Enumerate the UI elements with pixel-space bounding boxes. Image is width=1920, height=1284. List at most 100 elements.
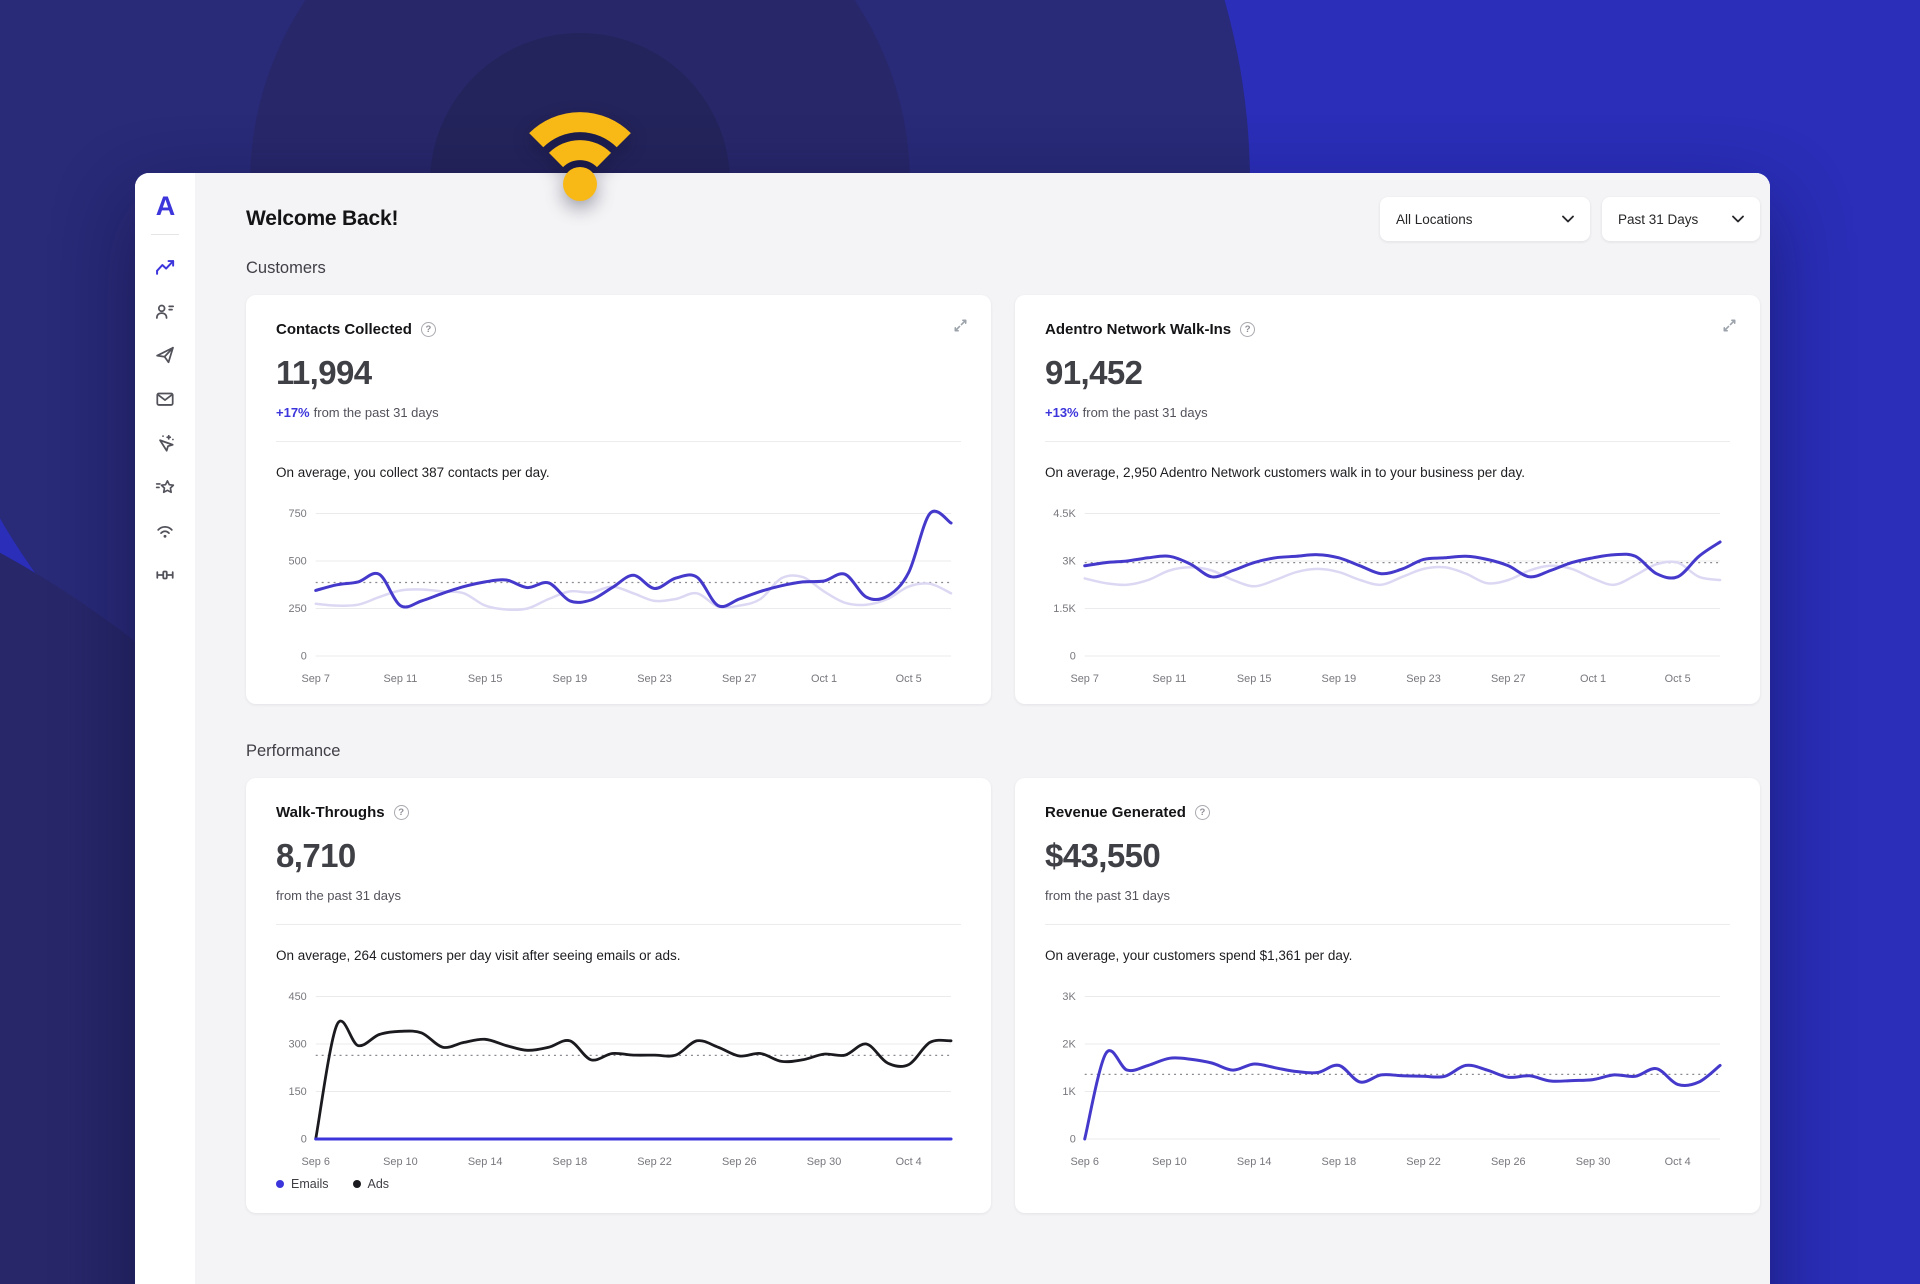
stat-value: 91,452 [1045, 354, 1143, 391]
svg-text:Sep 23: Sep 23 [1406, 673, 1441, 685]
card-caption: On average, 264 customers per day visit … [276, 948, 681, 963]
card-caption: On average, 2,950 Adentro Network custom… [1045, 465, 1525, 480]
expand-button[interactable] [1721, 317, 1738, 339]
stat-value: 8,710 [276, 837, 356, 874]
chevron-down-icon [1562, 215, 1574, 223]
expand-button[interactable] [952, 317, 969, 339]
help-icon[interactable]: ? [1240, 322, 1256, 337]
page-header: Welcome Back! All Locations Past 31 Days [246, 197, 1760, 241]
svg-text:3K: 3K [1062, 991, 1076, 1003]
help-icon[interactable]: ? [1194, 805, 1210, 820]
legend-item-ads: Ads [352, 1177, 390, 1191]
network-walkins-card: Adentro Network Walk-Ins ? 91,452 +13% fr… [1015, 295, 1760, 704]
svg-text:Sep 30: Sep 30 [1576, 1156, 1611, 1168]
sidebar-item-email[interactable] [143, 377, 187, 421]
stat-value: $43,550 [1045, 837, 1161, 874]
card-title: Contacts Collected [276, 321, 412, 338]
svg-text:Sep 27: Sep 27 [1491, 673, 1526, 685]
legend-item-emails: Emails [276, 1177, 329, 1191]
line-chart-icon [156, 260, 175, 275]
card-divider [1045, 924, 1730, 925]
delta-period: from the past 31 days [313, 405, 439, 420]
sidebar: A [135, 173, 195, 1284]
walk-throughs-card: Walk-Throughs ? 8,710 from the past 31 d… [246, 778, 991, 1213]
sidebar-divider [151, 234, 179, 235]
svg-text:Oct 1: Oct 1 [811, 673, 837, 685]
svg-text:Sep 19: Sep 19 [553, 673, 588, 685]
period-text: from the past 31 days [276, 888, 402, 903]
sidebar-item-wifi[interactable] [143, 509, 187, 553]
card-title: Revenue Generated [1045, 804, 1186, 821]
svg-text:4.5K: 4.5K [1053, 508, 1076, 520]
sidebar-item-contacts[interactable] [143, 289, 187, 333]
svg-text:Sep 26: Sep 26 [1491, 1156, 1526, 1168]
svg-text:1.5K: 1.5K [1053, 603, 1076, 615]
legend-label: Ads [367, 1177, 390, 1191]
wifi-icon [157, 526, 173, 538]
stat-value: 11,994 [276, 354, 372, 391]
customers-cards-row: Contacts Collected ? 11,994 +17% from the… [246, 295, 1760, 704]
sidebar-item-campaigns[interactable] [143, 333, 187, 377]
svg-text:Sep 10: Sep 10 [383, 1156, 418, 1168]
card-divider [276, 924, 961, 925]
dashboard-window: A [135, 173, 1770, 1284]
revenue-generated-card: Revenue Generated ? $43,550 from the pas… [1015, 778, 1760, 1213]
card-divider [1045, 441, 1730, 442]
svg-text:Sep 6: Sep 6 [1070, 1156, 1099, 1168]
cursor-sparkle-icon [159, 434, 174, 452]
sidebar-item-analytics[interactable] [143, 245, 187, 289]
emails-legend-dot [276, 1180, 284, 1188]
help-icon[interactable]: ? [420, 322, 436, 337]
stat-delta-row: +13% from the past 31 days [1045, 405, 1730, 420]
svg-text:Sep 6: Sep 6 [301, 1156, 330, 1168]
svg-text:300: 300 [289, 1038, 307, 1050]
svg-text:Oct 1: Oct 1 [1580, 673, 1606, 685]
svg-text:Sep 11: Sep 11 [1153, 673, 1187, 685]
walk-throughs-chart: 0 150 300 450 Sep 6 Sep 10 Sep 14 Sep 18 Sep 22 S… [276, 977, 961, 1173]
date-range-dropdown[interactable]: Past 31 Days [1602, 197, 1760, 241]
svg-text:Sep 18: Sep 18 [553, 1156, 588, 1168]
svg-text:0: 0 [301, 650, 307, 662]
svg-text:750: 750 [289, 508, 307, 520]
split-test-icon [156, 570, 174, 580]
wifi-brand-icon [500, 76, 660, 211]
card-caption: On average, your customers spend $1,361 … [1045, 948, 1353, 963]
card-title: Adentro Network Walk-Ins [1045, 321, 1232, 338]
section-label-customers: Customers [246, 259, 326, 277]
delta-percent: +13% [1045, 405, 1079, 420]
paper-plane-icon [156, 346, 174, 364]
svg-text:Sep 14: Sep 14 [468, 1156, 503, 1168]
location-dropdown-value: All Locations [1396, 211, 1473, 227]
svg-text:500: 500 [289, 555, 307, 567]
svg-text:Sep 7: Sep 7 [301, 673, 330, 685]
svg-text:1K: 1K [1062, 1086, 1076, 1098]
svg-text:Sep 18: Sep 18 [1322, 1156, 1357, 1168]
section-label-performance: Performance [246, 742, 341, 760]
sidebar-item-reviews[interactable] [143, 465, 187, 509]
svg-text:3K: 3K [1062, 555, 1076, 567]
chart-legend: Emails Ads [276, 1177, 961, 1191]
app-logo: A [155, 191, 175, 221]
sidebar-item-engagement[interactable] [143, 421, 187, 465]
delta-period: from the past 31 days [1082, 405, 1208, 420]
stat-delta-row: +17% from the past 31 days [276, 405, 961, 420]
help-icon[interactable]: ? [393, 805, 409, 820]
performance-cards-row: Walk-Throughs ? 8,710 from the past 31 d… [246, 778, 1760, 1213]
svg-text:2K: 2K [1062, 1038, 1076, 1050]
svg-text:0: 0 [301, 1133, 307, 1145]
svg-text:Sep 7: Sep 7 [1070, 673, 1099, 685]
svg-text:Sep 23: Sep 23 [637, 673, 672, 685]
svg-text:Sep 22: Sep 22 [1406, 1156, 1441, 1168]
svg-text:Sep 19: Sep 19 [1322, 673, 1357, 685]
location-dropdown[interactable]: All Locations [1380, 197, 1590, 241]
svg-text:Oct 5: Oct 5 [896, 673, 922, 685]
svg-text:0: 0 [1070, 650, 1076, 662]
svg-text:Sep 11: Sep 11 [384, 673, 418, 685]
svg-text:450: 450 [289, 991, 307, 1003]
svg-text:Sep 26: Sep 26 [722, 1156, 757, 1168]
contacts-collected-chart: 0 250 500 750 Sep 7 Sep 11 Sep 15 Sep 19 Sep 23 S… [276, 494, 961, 690]
card-divider [276, 441, 961, 442]
sidebar-item-ab-testing[interactable] [143, 553, 187, 597]
legend-label: Emails [291, 1177, 329, 1191]
card-caption: On average, you collect 387 contacts per… [276, 465, 550, 480]
